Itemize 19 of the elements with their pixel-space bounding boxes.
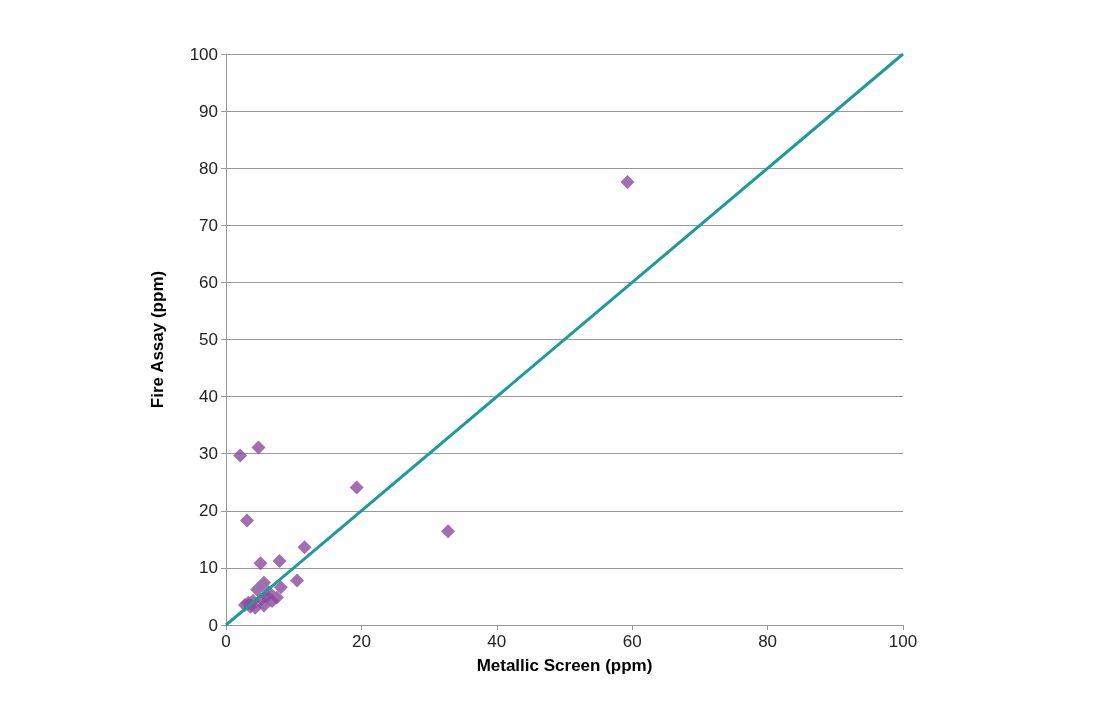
- x-tick-label: 0: [221, 632, 231, 651]
- y-tick-label: 50: [199, 330, 218, 349]
- x-axis-title: Metallic Screen (ppm): [476, 656, 653, 675]
- y-tick-label: 30: [199, 444, 218, 464]
- y-tick-label: 10: [199, 558, 218, 578]
- y-tick-label: 80: [199, 158, 218, 178]
- y-tick-label: 60: [199, 272, 218, 292]
- y-tick-label: 90: [199, 101, 218, 121]
- x-tick-label: 40: [487, 632, 507, 651]
- x-tick-label: 20: [351, 632, 371, 651]
- y-tick-label: 70: [199, 215, 218, 235]
- x-tick-label: 100: [888, 632, 918, 651]
- y-axis-title: Fire Assay (ppm): [148, 270, 167, 409]
- y-tick-label: 0: [208, 615, 218, 635]
- y-tick-label: 40: [199, 387, 218, 407]
- y-tick-label: 100: [189, 44, 218, 64]
- y-tick-label: 20: [199, 501, 218, 521]
- x-tick-label: 80: [758, 632, 778, 651]
- x-tick-label: 60: [622, 632, 642, 651]
